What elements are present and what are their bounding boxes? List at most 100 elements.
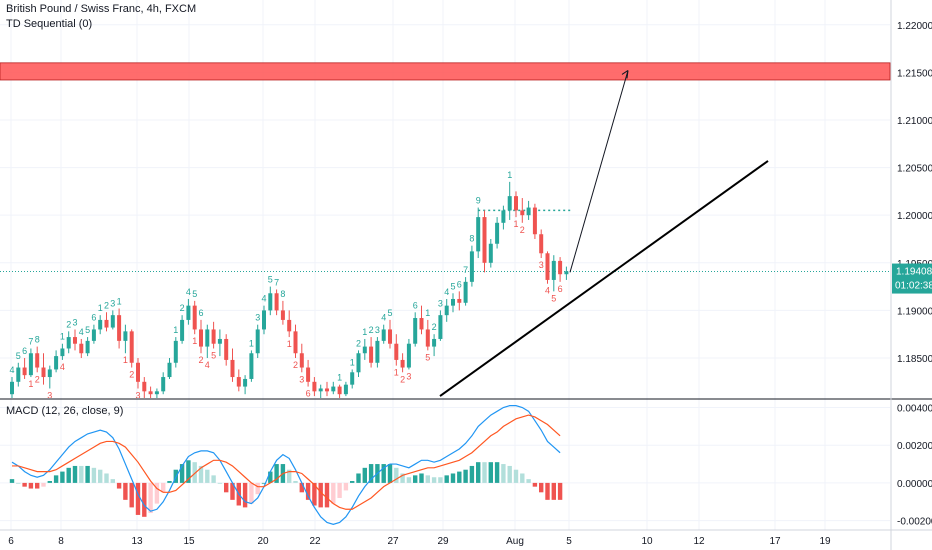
macd-line — [11, 405, 561, 525]
macd-hist-bar — [135, 482, 141, 515]
symbol-title[interactable]: British Pound / Swiss Franc, 4h, FXCM — [6, 3, 197, 15]
td-count-up: 3 — [110, 298, 115, 308]
time-tick-label: 15 — [183, 536, 195, 547]
macd-hist-bar — [198, 465, 204, 483]
macd-hist-bar — [557, 482, 563, 500]
macd-hist-bar — [299, 482, 304, 493]
candle-body — [22, 367, 27, 376]
macd-tick-label: 0.00400 — [897, 404, 932, 415]
candle-body — [343, 384, 348, 395]
macd-hist-bar — [381, 464, 386, 483]
macd-hist-bar — [324, 482, 330, 508]
td-count-down: 2 — [400, 374, 405, 384]
macd-hist-bar — [343, 482, 349, 491]
td-count-up: 6 — [91, 313, 96, 323]
candle-body — [564, 271, 569, 275]
td-count-up: 8 — [469, 234, 474, 244]
time-tick-label: 6 — [8, 536, 14, 547]
candle-body — [154, 391, 159, 395]
td-count-up: 8 — [35, 335, 40, 345]
td-count-up: 7 — [274, 277, 279, 287]
macd-title[interactable]: MACD (12, 26, close, 9) — [6, 405, 124, 417]
candle-body — [325, 388, 329, 392]
candle-body — [79, 343, 84, 354]
candle-body — [337, 386, 342, 395]
td-count-up: 4 — [444, 287, 449, 297]
candle-body — [167, 362, 172, 378]
td-count-up: 6 — [457, 279, 462, 289]
td-count-down: 2 — [293, 360, 298, 370]
macd-hist-bar — [551, 482, 556, 500]
macd-hist-bar — [431, 477, 437, 483]
td-count-down: 3 — [47, 390, 52, 400]
candle-body — [73, 337, 77, 344]
candle-body — [123, 331, 128, 341]
macd-hist-bar — [368, 464, 374, 483]
candle-body — [463, 281, 468, 303]
candle-body — [280, 310, 285, 320]
time-tick-label: 8 — [58, 536, 64, 547]
macd-hist-bar — [268, 471, 273, 483]
td-count-up: 5 — [85, 325, 90, 335]
td-count-down: 3 — [406, 371, 411, 381]
candle-body — [98, 319, 103, 330]
macd-hist-bar — [350, 481, 355, 483]
macd-hist-bar — [520, 473, 525, 483]
macd-hist-bar — [72, 465, 78, 483]
candle-body — [293, 331, 298, 354]
macd-hist-bar — [179, 464, 185, 483]
candle-body — [249, 353, 254, 379]
td-count-down: 3 — [135, 390, 140, 400]
candle-body — [16, 367, 21, 382]
candle-body — [299, 353, 304, 368]
candle-body — [425, 329, 430, 347]
macd-hist-bar — [438, 477, 443, 483]
price-tick-label: 1.21000 — [897, 116, 932, 127]
macd-hist-bar — [47, 481, 52, 483]
macd-hist-bar — [501, 464, 506, 483]
td-count-down: 2 — [35, 374, 40, 384]
td-count-up: 4 — [261, 294, 266, 304]
td-count-up: 3 — [72, 317, 77, 327]
time-tick-label: 19 — [819, 536, 831, 547]
macd-hist-bar — [362, 467, 367, 483]
td-count-up: 4 — [9, 365, 14, 375]
td-count-down: 3 — [299, 374, 304, 384]
candle-body — [375, 340, 380, 363]
td-count-down: 1 — [394, 368, 399, 378]
macd-hist-bar — [28, 482, 34, 489]
candle-body — [457, 298, 462, 303]
candle-body — [224, 338, 229, 360]
macd-hist-bar — [394, 467, 399, 483]
macd-tick-label: 0.00000 — [897, 479, 932, 490]
td-count-up: 4 — [79, 327, 84, 337]
macd-hist-bar — [186, 460, 191, 483]
candle-body — [35, 353, 40, 368]
td-count-down: 4 — [205, 360, 210, 370]
candle-body — [268, 293, 273, 311]
macd-hist-bar — [167, 481, 172, 483]
macd-hist-bar — [41, 482, 46, 487]
td-count-down: 7 — [312, 398, 317, 408]
candle-body — [262, 310, 266, 330]
macd-hist-bar — [312, 482, 317, 506]
candle-body — [287, 319, 292, 332]
td-count-up: 4 — [381, 313, 386, 323]
macd-hist-bar — [261, 482, 267, 484]
candle-body — [54, 356, 59, 370]
candle-body — [482, 217, 487, 263]
td-count-up: 2 — [432, 322, 437, 332]
candle-body — [142, 381, 147, 392]
macd-hist-bar — [331, 482, 336, 504]
macd-hist-bar — [476, 462, 481, 483]
td-count-down: 5 — [211, 350, 216, 360]
indicator-title[interactable]: TD Sequential (0) — [6, 18, 93, 30]
candle-body — [274, 293, 279, 311]
td-count-down: 2 — [198, 355, 203, 365]
candle-body — [60, 348, 65, 357]
candle-body — [539, 234, 544, 254]
time-tick-label: 17 — [769, 536, 781, 547]
candle-body — [110, 315, 115, 328]
